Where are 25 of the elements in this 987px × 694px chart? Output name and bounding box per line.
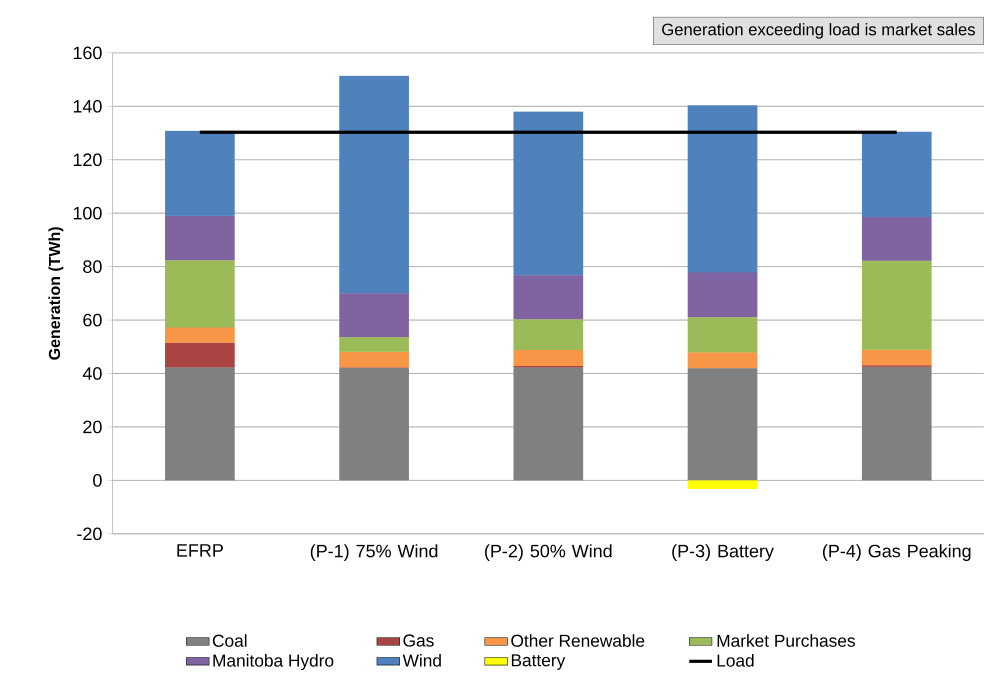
text: Generation exceeding load is market sales bbox=[662, 22, 975, 38]
legend-label: Coal bbox=[212, 634, 246, 647]
y-tick-label: 140 bbox=[74, 100, 102, 112]
y-tick-label: 160 bbox=[74, 46, 102, 59]
y-tick-label: 80 bbox=[83, 260, 102, 273]
y-tick-label: 60 bbox=[83, 313, 102, 326]
x-tick-label: (P-4) Gas Peaking bbox=[823, 544, 970, 561]
legend-label: Load bbox=[718, 654, 754, 666]
y-axis-title: Generation (TWh) bbox=[48, 226, 64, 360]
legend-label: Other Renewable bbox=[511, 634, 644, 647]
legend-label: Battery bbox=[512, 654, 566, 670]
y-tick-label: -20 bbox=[77, 527, 102, 540]
y-tick-label: 100 bbox=[74, 206, 102, 220]
legend-label: Wind bbox=[402, 654, 441, 666]
x-tick-label: (P-1) 75% Wind bbox=[310, 544, 438, 561]
y-tick-label: 120 bbox=[74, 153, 102, 166]
legend-label: Market Purchases bbox=[718, 634, 855, 647]
y-tick-label: 0 bbox=[93, 474, 102, 487]
legend-label: Manitoba Hydro bbox=[213, 654, 334, 670]
x-tick-label: EFRP bbox=[177, 544, 223, 556]
legend-label: Gas bbox=[403, 634, 434, 646]
x-tick-label: (P-2) 50% Wind bbox=[485, 544, 612, 561]
x-tick-label: (P-3) Battery bbox=[672, 544, 774, 561]
y-tick-label: 40 bbox=[82, 366, 102, 380]
y-tick-label: 20 bbox=[83, 420, 102, 434]
